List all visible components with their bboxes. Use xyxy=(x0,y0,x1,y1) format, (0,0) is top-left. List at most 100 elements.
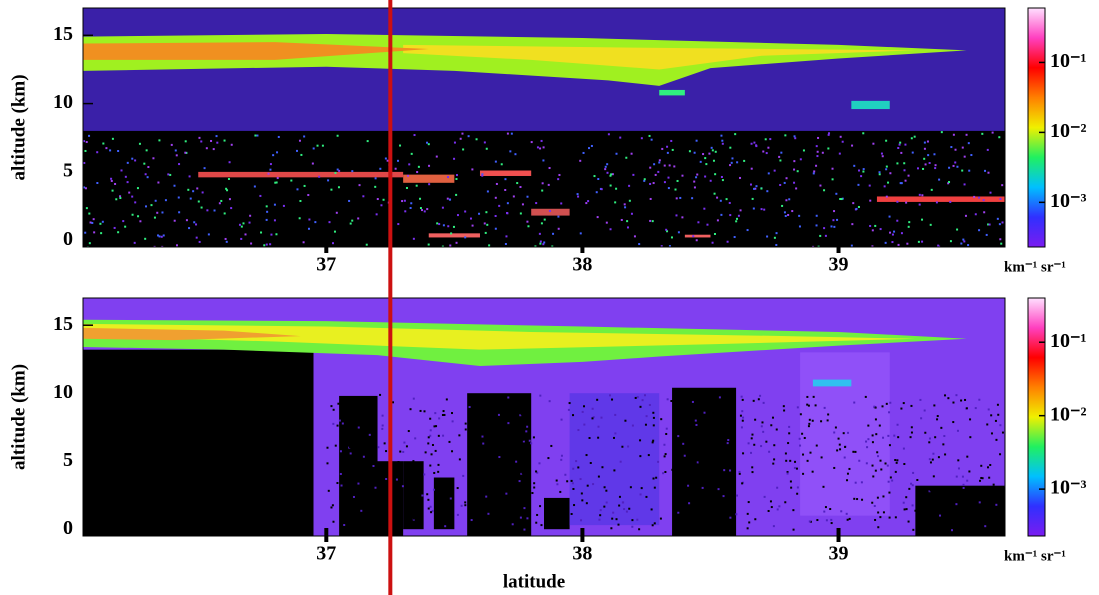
curtain-speckle xyxy=(89,242,91,244)
curtain-speckle xyxy=(453,158,455,160)
curtain-speckle xyxy=(357,524,359,526)
curtain-speckle xyxy=(304,185,306,187)
curtain-speckle xyxy=(722,179,724,181)
curtain-speckle xyxy=(953,165,955,167)
curtain-speckle xyxy=(549,167,551,169)
curtain-speckle xyxy=(339,453,341,455)
curtain-speckle xyxy=(588,147,590,149)
curtain-speckle xyxy=(447,176,449,178)
curtain-speckle xyxy=(548,501,550,503)
curtain-speckle xyxy=(655,477,657,479)
curtain-speckle xyxy=(917,167,919,169)
curtain-speckle xyxy=(776,428,778,430)
curtain-speckle xyxy=(961,170,963,172)
curtain-speckle xyxy=(348,200,350,202)
curtain-speckle xyxy=(128,192,130,194)
curtain-speckle xyxy=(758,398,760,400)
curtain-speckle xyxy=(685,403,687,405)
curtain-speckle xyxy=(999,453,1001,455)
curtain-speckle xyxy=(582,411,584,413)
curtain-speckle xyxy=(852,202,854,204)
curtain-speckle xyxy=(139,220,141,222)
curtain-speckle xyxy=(435,450,437,452)
curtain-speckle xyxy=(404,498,406,500)
curtain-speckle xyxy=(374,487,376,489)
curtain-speckle xyxy=(741,410,743,412)
curtain-speckle xyxy=(535,202,537,204)
curtain-speckle xyxy=(842,141,844,143)
curtain-speckle xyxy=(886,166,888,168)
curtain-speckle xyxy=(892,234,894,236)
curtain-speckle xyxy=(353,496,355,498)
curtain-speckle xyxy=(970,154,972,156)
curtain-speckle xyxy=(855,482,857,484)
curtain-speckle xyxy=(958,529,960,531)
curtain-speckle xyxy=(828,132,830,134)
curtain-speckle xyxy=(269,243,271,245)
curtain-speckle xyxy=(558,505,560,507)
curtain-speckle xyxy=(809,419,811,421)
curtain-speckle xyxy=(358,427,360,429)
curtain-speckle xyxy=(485,211,487,213)
curtain-speckle xyxy=(899,144,901,146)
curtain-speckle xyxy=(520,212,522,214)
curtain-speckle xyxy=(525,446,527,448)
curtain-speckle xyxy=(429,418,431,420)
curtain-speckle xyxy=(444,525,446,527)
curtain-speckle xyxy=(966,456,968,458)
curtain-speckle xyxy=(973,196,975,198)
curtain-speckle xyxy=(457,487,459,489)
curtain-speckle xyxy=(613,469,615,471)
curtain-speckle xyxy=(784,211,786,213)
curtain-speckle xyxy=(372,465,374,467)
curtain-speckle xyxy=(413,238,415,240)
curtain-speckle xyxy=(956,476,958,478)
curtain-speckle xyxy=(93,231,95,233)
curtain-speckle xyxy=(591,145,593,147)
curtain-speckle xyxy=(93,218,95,220)
curtain-speckle xyxy=(919,204,921,206)
curtain-speckle xyxy=(550,445,552,447)
curtain-speckle xyxy=(823,189,825,191)
curtain-speckle xyxy=(957,459,959,461)
curtain-speckle xyxy=(572,414,574,416)
curtain-speckle xyxy=(544,219,546,221)
curtain-speckle xyxy=(398,461,400,463)
curtain-speckle xyxy=(519,186,521,188)
colorbar xyxy=(1028,298,1045,536)
curtain-speckle xyxy=(900,408,902,410)
curtain-speckle xyxy=(470,431,472,433)
curtain-speckle xyxy=(560,459,562,461)
curtain-speckle xyxy=(721,176,723,178)
curtain-speckle xyxy=(762,431,764,433)
curtain-speckle xyxy=(853,498,855,500)
curtain-speckle xyxy=(872,434,874,436)
curtain-speckle xyxy=(833,210,835,212)
curtain-speckle xyxy=(727,241,729,243)
curtain-speckle xyxy=(342,423,344,425)
curtain-speckle xyxy=(794,135,796,137)
curtain-speckle xyxy=(404,210,406,212)
curtain-speckle xyxy=(332,423,334,425)
curtain-speckle xyxy=(338,186,340,188)
curtain-speckle xyxy=(722,143,724,145)
curtain-speckle xyxy=(719,396,721,398)
curtain-speckle xyxy=(689,150,691,152)
curtain-speckle xyxy=(799,438,801,440)
curtain-speckle xyxy=(637,396,639,398)
curtain-speckle xyxy=(759,395,761,397)
curtain-speckle xyxy=(877,511,879,513)
curtain-speckle xyxy=(343,524,345,526)
curtain-speckle xyxy=(788,432,790,434)
curtain-speckle xyxy=(480,444,482,446)
curtain-speckle xyxy=(967,244,969,246)
curtain-speckle xyxy=(988,477,990,479)
curtain-speckle xyxy=(272,154,274,156)
curtain-speckle xyxy=(187,189,189,191)
curtain-speckle xyxy=(569,402,571,404)
curtain-speckle xyxy=(461,133,463,135)
curtain-speckle xyxy=(747,513,749,515)
curtain-speckle xyxy=(885,242,887,244)
curtain-speckle xyxy=(137,215,139,217)
curtain-speckle xyxy=(912,504,914,506)
